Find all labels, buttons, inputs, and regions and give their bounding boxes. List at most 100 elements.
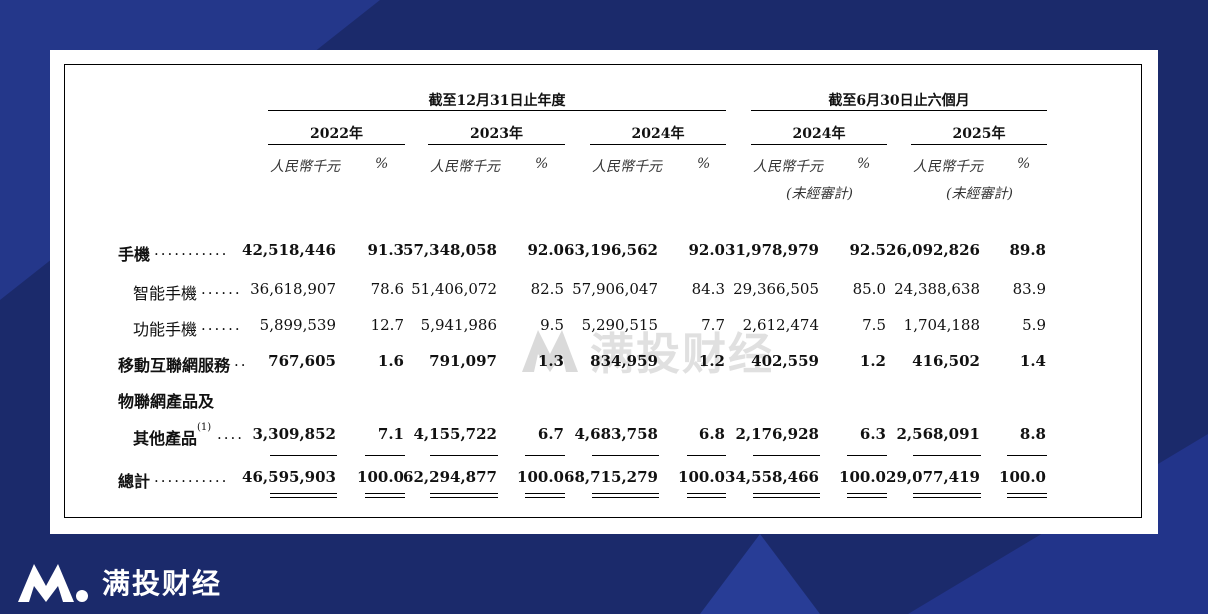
cell-amount: 2,612,474 <box>742 316 819 334</box>
unit-unaudited: (未經審計) <box>946 186 1013 202</box>
group-header-year: 截至12月31日止年度 <box>428 93 566 109</box>
subtotal-rule <box>753 455 820 456</box>
cell-percent: 100.0 <box>839 468 886 486</box>
subtotal-rule <box>913 455 981 456</box>
subtotal-rule <box>430 455 498 456</box>
mt-logo-icon <box>18 564 88 602</box>
table-frame <box>64 64 1142 518</box>
total-double-rule <box>365 493 405 494</box>
cell-amount: 416,502 <box>912 352 980 370</box>
unit-percent: % <box>1017 156 1031 172</box>
cell-percent: 78.6 <box>370 280 404 298</box>
cell-percent: 7.5 <box>862 316 886 334</box>
cell-percent: 100.0 <box>999 468 1046 486</box>
leader-dots: .... <box>217 425 245 443</box>
brand-logo: 满投财经 <box>16 560 222 604</box>
cell-percent: 5.9 <box>1022 316 1046 334</box>
cell-amount: 42,518,446 <box>242 241 336 259</box>
subtotal-rule <box>1007 455 1047 456</box>
period-header: 2022年 <box>310 126 363 142</box>
cell-percent: 6.7 <box>537 425 564 443</box>
total-double-rule <box>687 497 726 498</box>
period-header: 2025年 <box>952 126 1006 142</box>
row-label: 移動互聯網服務 <box>118 356 231 375</box>
watermark-logo-icon <box>522 330 578 372</box>
subtotal-rule <box>592 455 659 456</box>
cell-amount: 26,092,826 <box>886 241 980 259</box>
period-rule <box>428 144 565 145</box>
cell-percent: 84.3 <box>691 280 725 298</box>
row-label: 手機 <box>118 245 151 264</box>
period-header: 2024年 <box>631 126 685 142</box>
cell-amount: 34,558,466 <box>725 468 819 486</box>
total-double-rule <box>847 497 887 498</box>
cell-percent: 9.5 <box>540 316 564 334</box>
total-double-rule <box>753 493 820 494</box>
leader-dots: ........... <box>154 468 229 486</box>
cell-amount: 791,097 <box>429 352 497 370</box>
total-double-rule <box>525 493 565 494</box>
cell-amount: 51,406,072 <box>411 280 497 298</box>
cell-amount: 1,704,188 <box>903 316 980 334</box>
cell-amount: 5,941,986 <box>420 316 497 334</box>
total-double-rule <box>687 493 726 494</box>
subtotal-rule <box>847 455 887 456</box>
cell-percent: 1.4 <box>1019 352 1046 370</box>
total-double-rule <box>913 493 981 494</box>
cell-amount: 57,906,047 <box>572 280 658 298</box>
cell-amount: 24,388,638 <box>894 280 980 298</box>
total-double-rule <box>1007 493 1047 494</box>
header-rule <box>268 110 726 111</box>
row-label: 智能手機 <box>133 284 198 303</box>
period-header: 2024年 <box>792 126 846 142</box>
cell-amount: 46,595,903 <box>242 468 336 486</box>
cell-amount: 4,683,758 <box>574 425 658 443</box>
total-double-rule <box>592 493 659 494</box>
unit-amount: 人民幣千元 <box>430 159 500 175</box>
cell-amount: 3,309,852 <box>252 425 336 443</box>
total-double-rule <box>913 497 981 498</box>
row-label: 功能手機 <box>133 320 198 339</box>
period-header: 2023年 <box>470 126 523 142</box>
footnote-marker: (1) <box>197 422 212 433</box>
cell-amount: 63,196,562 <box>564 241 658 259</box>
unit-amount: 人民幣千元 <box>270 159 340 175</box>
unit-percent: % <box>857 156 871 172</box>
cell-amount: 5,290,515 <box>581 316 658 334</box>
total-double-rule <box>365 497 405 498</box>
subtotal-rule <box>270 455 337 456</box>
cell-amount: 31,978,979 <box>725 241 819 259</box>
cell-percent: 82.5 <box>530 280 564 298</box>
total-double-rule <box>270 497 337 498</box>
total-double-rule <box>847 493 887 494</box>
subtotal-rule <box>365 455 405 456</box>
cell-amount: 29,077,419 <box>886 468 980 486</box>
row-label: 物聯網產品及 <box>118 392 215 411</box>
cell-percent: 6.8 <box>698 425 725 443</box>
unit-amount: 人民幣千元 <box>753 159 823 175</box>
cell-amount: 402,559 <box>751 352 819 370</box>
cell-amount: 834,959 <box>590 352 658 370</box>
cell-percent: 92.0 <box>688 241 725 259</box>
cell-amount: 36,618,907 <box>250 280 336 298</box>
cell-amount: 767,605 <box>268 352 336 370</box>
cell-amount: 2,568,091 <box>896 425 980 443</box>
background-shape <box>700 534 820 614</box>
cell-percent: 89.8 <box>1009 241 1046 259</box>
unit-percent: % <box>697 156 711 172</box>
subtotal-rule <box>525 455 565 456</box>
brand-name: 满投财经 <box>102 567 223 600</box>
row-label: 其他產品 <box>133 429 198 448</box>
unit-unaudited: (未經審計) <box>786 186 853 202</box>
cell-amount: 4,155,722 <box>413 425 497 443</box>
cell-percent: 8.8 <box>1019 425 1046 443</box>
header-rule <box>751 110 1047 111</box>
period-rule <box>268 144 405 145</box>
cell-amount: 68,715,279 <box>564 468 658 486</box>
leader-dots: ...... <box>201 280 242 298</box>
period-rule <box>590 144 726 145</box>
cell-percent: 1.6 <box>377 352 404 370</box>
cell-percent: 1.3 <box>537 352 564 370</box>
period-rule <box>911 144 1047 145</box>
cell-percent: 6.3 <box>859 425 886 443</box>
